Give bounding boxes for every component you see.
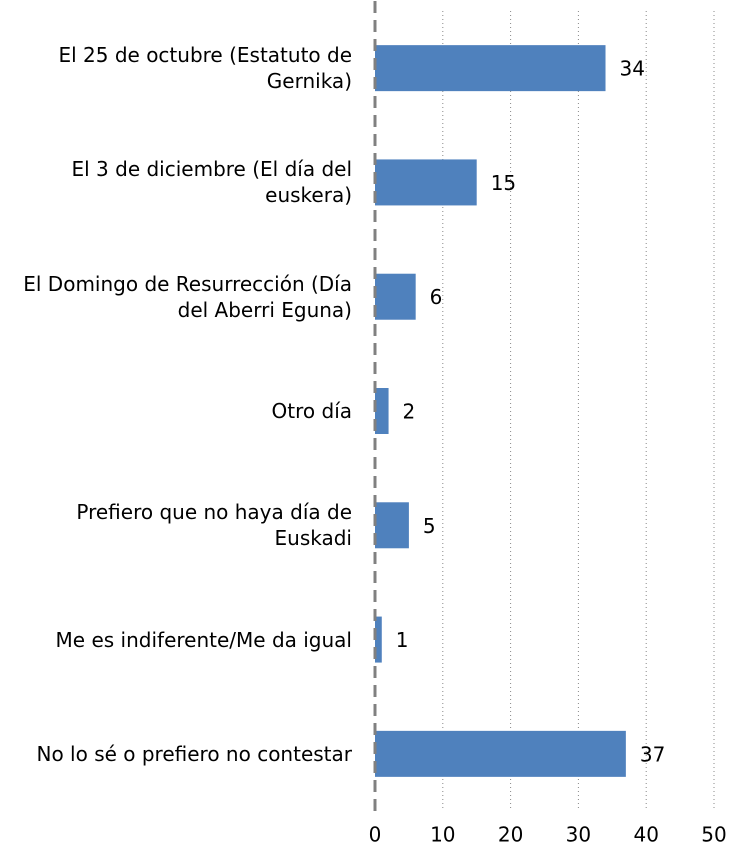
y-tick-label: No lo sé o prefiero no contestar	[36, 741, 352, 766]
bar	[375, 730, 626, 777]
data-label: 37	[640, 742, 665, 766]
x-tick-label: 20	[498, 823, 523, 847]
bar	[375, 616, 382, 663]
x-tick-label: 30	[566, 823, 591, 847]
bar	[375, 502, 409, 549]
bar	[375, 388, 389, 434]
y-tick-label: Me es indiferente/Me da igual	[55, 627, 352, 652]
data-label: 2	[403, 400, 416, 424]
data-label: 6	[430, 285, 443, 309]
y-tick-label: Otro día	[271, 399, 352, 423]
y-tick-label: El 25 de octubre (Estatuto de Gernika)	[58, 43, 352, 94]
data-label: 15	[491, 171, 516, 195]
y-tick-label: El 3 de diciembre (El día del euskera)	[71, 157, 353, 208]
y-tick-label: Prefiero que no haya día de Euskadi	[76, 500, 352, 551]
x-tick-label: 40	[633, 823, 658, 847]
bar	[375, 159, 477, 206]
data-label: 5	[423, 514, 436, 538]
x-tick-label: 50	[701, 823, 726, 847]
x-tick-label: 10	[430, 823, 455, 847]
bar	[375, 273, 416, 320]
y-tick-label: El Domingo de Resurrección (Día del Aber…	[23, 271, 352, 322]
x-tick-label: 0	[369, 823, 382, 847]
data-label: 1	[396, 628, 409, 652]
bar	[375, 45, 606, 92]
data-label: 34	[620, 57, 645, 81]
